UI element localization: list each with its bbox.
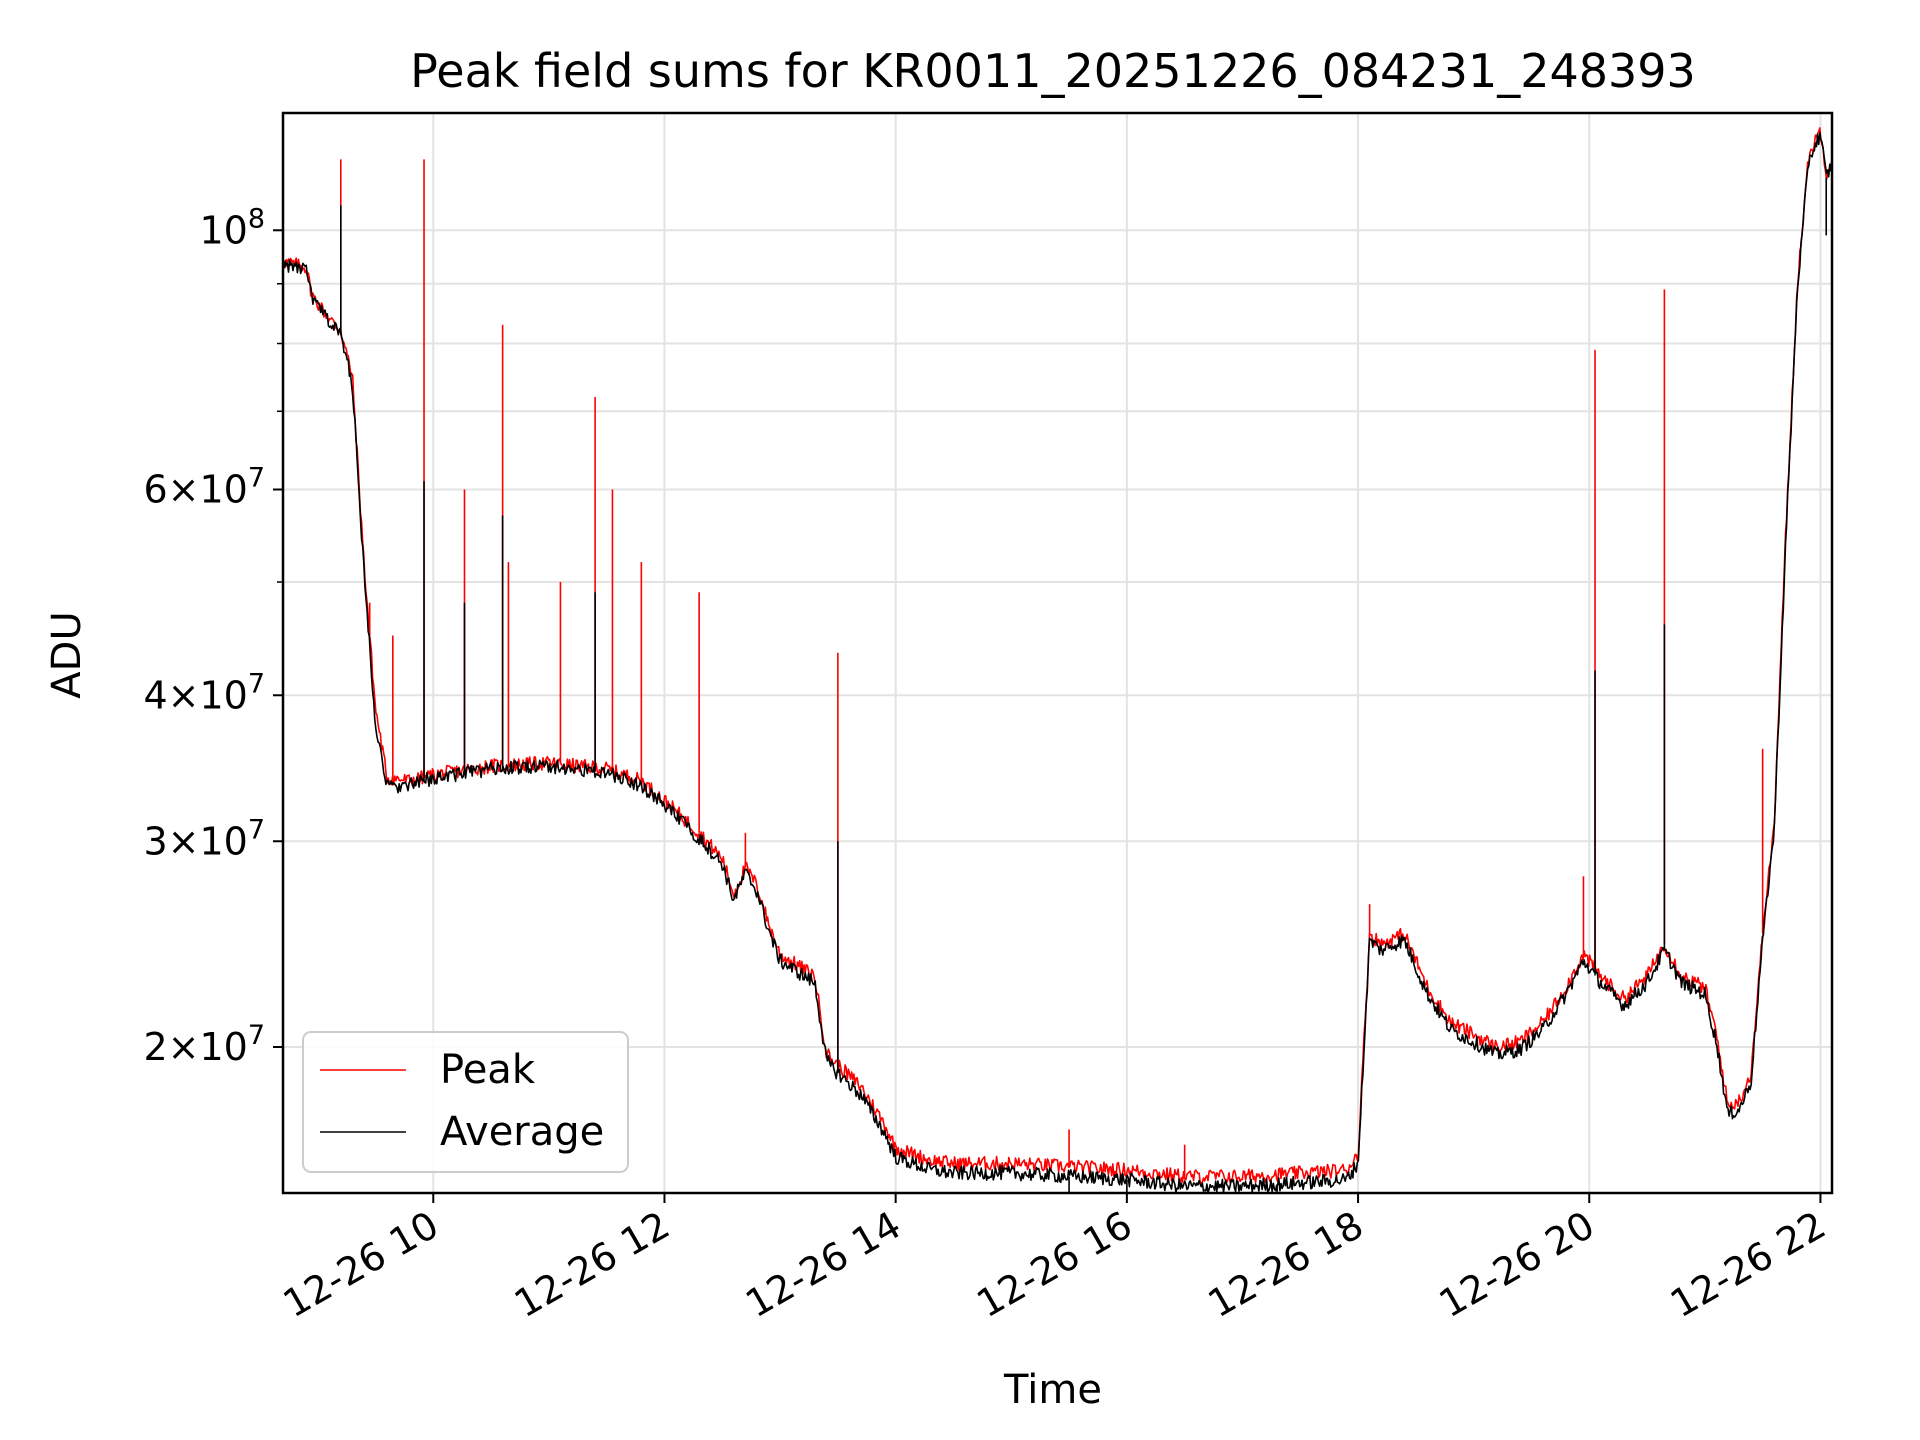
legend: Peak Average [302,1031,629,1173]
series-line-peak [282,127,1833,1184]
y-axis-label: ADU [44,611,90,698]
chart-title: Peak field sums for KR0011_20251226_0842… [410,44,1696,98]
y-tick-label: 6×107 [143,463,265,512]
y-tick-label: 2×107 [143,1020,265,1069]
y-tick-label: 4×107 [143,668,265,717]
legend-box [302,1031,629,1173]
axes-frame [281,111,1834,1195]
x-axis-label: Time [1003,1367,1102,1413]
y-tick-label: 3×107 [143,814,265,863]
legend-peak-label: Peak [440,1047,536,1093]
series-line-average [282,131,1833,1194]
plot-area [282,127,1833,1194]
legend-average-label: Average [440,1109,604,1155]
y-tick-label: 108 [199,203,265,252]
grid [283,113,1832,1193]
